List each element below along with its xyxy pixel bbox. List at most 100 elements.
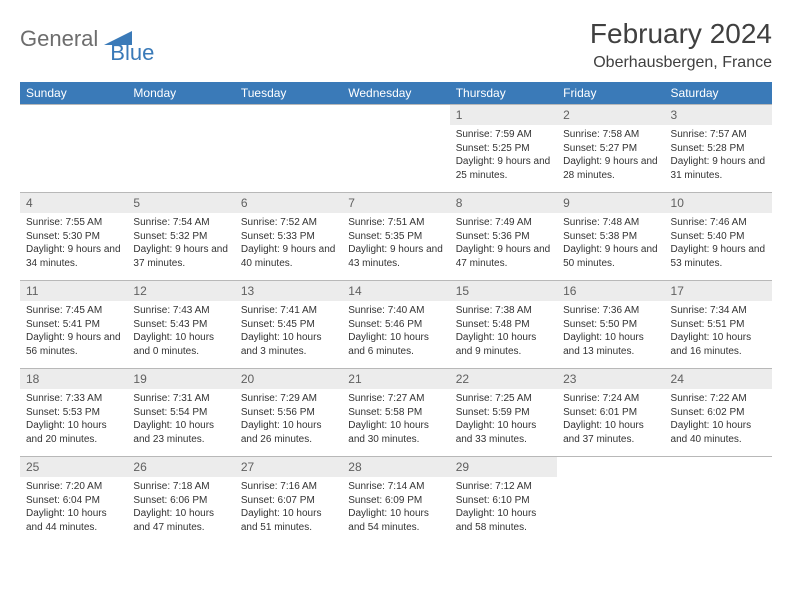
calendar-cell: 3Sunrise: 7:57 AMSunset: 5:28 PMDaylight…	[665, 105, 772, 193]
day-info: Sunrise: 7:22 AMSunset: 6:02 PMDaylight:…	[665, 389, 772, 449]
day-info: Sunrise: 7:49 AMSunset: 5:36 PMDaylight:…	[450, 213, 557, 273]
calendar-cell	[557, 457, 664, 545]
day-info: Sunrise: 7:36 AMSunset: 5:50 PMDaylight:…	[557, 301, 664, 361]
day-header: Monday	[127, 82, 234, 105]
calendar-cell	[342, 105, 449, 193]
day-info: Sunrise: 7:59 AMSunset: 5:25 PMDaylight:…	[450, 125, 557, 185]
day-number: 26	[127, 457, 234, 477]
day-info: Sunrise: 7:31 AMSunset: 5:54 PMDaylight:…	[127, 389, 234, 449]
calendar-cell: 26Sunrise: 7:18 AMSunset: 6:06 PMDayligh…	[127, 457, 234, 545]
day-info: Sunrise: 7:33 AMSunset: 5:53 PMDaylight:…	[20, 389, 127, 449]
day-info: Sunrise: 7:34 AMSunset: 5:51 PMDaylight:…	[665, 301, 772, 361]
day-number: 9	[557, 193, 664, 213]
day-number: 4	[20, 193, 127, 213]
calendar-cell: 21Sunrise: 7:27 AMSunset: 5:58 PMDayligh…	[342, 369, 449, 457]
day-info: Sunrise: 7:58 AMSunset: 5:27 PMDaylight:…	[557, 125, 664, 185]
day-info: Sunrise: 7:40 AMSunset: 5:46 PMDaylight:…	[342, 301, 449, 361]
day-info: Sunrise: 7:54 AMSunset: 5:32 PMDaylight:…	[127, 213, 234, 273]
calendar-table: SundayMondayTuesdayWednesdayThursdayFrid…	[20, 82, 772, 545]
day-number: 3	[665, 105, 772, 125]
day-number: 22	[450, 369, 557, 389]
day-number: 20	[235, 369, 342, 389]
calendar-cell: 10Sunrise: 7:46 AMSunset: 5:40 PMDayligh…	[665, 193, 772, 281]
day-number: 11	[20, 281, 127, 301]
day-number: 12	[127, 281, 234, 301]
calendar-week-row: 11Sunrise: 7:45 AMSunset: 5:41 PMDayligh…	[20, 281, 772, 369]
calendar-cell: 16Sunrise: 7:36 AMSunset: 5:50 PMDayligh…	[557, 281, 664, 369]
calendar-cell	[665, 457, 772, 545]
day-info: Sunrise: 7:20 AMSunset: 6:04 PMDaylight:…	[20, 477, 127, 537]
day-number: 7	[342, 193, 449, 213]
day-number: 5	[127, 193, 234, 213]
day-info: Sunrise: 7:18 AMSunset: 6:06 PMDaylight:…	[127, 477, 234, 537]
day-header: Saturday	[665, 82, 772, 105]
day-info: Sunrise: 7:43 AMSunset: 5:43 PMDaylight:…	[127, 301, 234, 361]
calendar-cell: 14Sunrise: 7:40 AMSunset: 5:46 PMDayligh…	[342, 281, 449, 369]
month-title: February 2024	[590, 18, 772, 50]
location: Oberhausbergen, France	[590, 54, 772, 72]
day-info: Sunrise: 7:57 AMSunset: 5:28 PMDaylight:…	[665, 125, 772, 185]
calendar-cell: 11Sunrise: 7:45 AMSunset: 5:41 PMDayligh…	[20, 281, 127, 369]
day-info: Sunrise: 7:46 AMSunset: 5:40 PMDaylight:…	[665, 213, 772, 273]
calendar-cell: 8Sunrise: 7:49 AMSunset: 5:36 PMDaylight…	[450, 193, 557, 281]
day-number: 29	[450, 457, 557, 477]
day-number: 19	[127, 369, 234, 389]
day-info: Sunrise: 7:38 AMSunset: 5:48 PMDaylight:…	[450, 301, 557, 361]
calendar-cell: 22Sunrise: 7:25 AMSunset: 5:59 PMDayligh…	[450, 369, 557, 457]
day-info: Sunrise: 7:27 AMSunset: 5:58 PMDaylight:…	[342, 389, 449, 449]
day-header: Friday	[557, 82, 664, 105]
day-number: 28	[342, 457, 449, 477]
day-info: Sunrise: 7:16 AMSunset: 6:07 PMDaylight:…	[235, 477, 342, 537]
day-header: Sunday	[20, 82, 127, 105]
calendar-cell: 13Sunrise: 7:41 AMSunset: 5:45 PMDayligh…	[235, 281, 342, 369]
day-info: Sunrise: 7:14 AMSunset: 6:09 PMDaylight:…	[342, 477, 449, 537]
calendar-cell: 27Sunrise: 7:16 AMSunset: 6:07 PMDayligh…	[235, 457, 342, 545]
day-number: 23	[557, 369, 664, 389]
day-number: 13	[235, 281, 342, 301]
day-info: Sunrise: 7:25 AMSunset: 5:59 PMDaylight:…	[450, 389, 557, 449]
calendar-cell: 25Sunrise: 7:20 AMSunset: 6:04 PMDayligh…	[20, 457, 127, 545]
logo: General Blue	[20, 18, 154, 52]
day-header: Thursday	[450, 82, 557, 105]
calendar-cell: 17Sunrise: 7:34 AMSunset: 5:51 PMDayligh…	[665, 281, 772, 369]
day-number: 17	[665, 281, 772, 301]
calendar-cell: 1Sunrise: 7:59 AMSunset: 5:25 PMDaylight…	[450, 105, 557, 193]
calendar-cell: 7Sunrise: 7:51 AMSunset: 5:35 PMDaylight…	[342, 193, 449, 281]
day-number: 16	[557, 281, 664, 301]
calendar-cell: 23Sunrise: 7:24 AMSunset: 6:01 PMDayligh…	[557, 369, 664, 457]
calendar-cell: 9Sunrise: 7:48 AMSunset: 5:38 PMDaylight…	[557, 193, 664, 281]
calendar-body: 1Sunrise: 7:59 AMSunset: 5:25 PMDaylight…	[20, 105, 772, 545]
day-info: Sunrise: 7:55 AMSunset: 5:30 PMDaylight:…	[20, 213, 127, 273]
day-info: Sunrise: 7:29 AMSunset: 5:56 PMDaylight:…	[235, 389, 342, 449]
calendar-cell: 29Sunrise: 7:12 AMSunset: 6:10 PMDayligh…	[450, 457, 557, 545]
day-number: 1	[450, 105, 557, 125]
calendar-head: SundayMondayTuesdayWednesdayThursdayFrid…	[20, 82, 772, 105]
day-number: 18	[20, 369, 127, 389]
day-number: 27	[235, 457, 342, 477]
day-info: Sunrise: 7:51 AMSunset: 5:35 PMDaylight:…	[342, 213, 449, 273]
calendar-cell: 20Sunrise: 7:29 AMSunset: 5:56 PMDayligh…	[235, 369, 342, 457]
day-number: 2	[557, 105, 664, 125]
day-number: 24	[665, 369, 772, 389]
calendar-cell	[127, 105, 234, 193]
day-number: 21	[342, 369, 449, 389]
day-info: Sunrise: 7:52 AMSunset: 5:33 PMDaylight:…	[235, 213, 342, 273]
calendar-cell: 5Sunrise: 7:54 AMSunset: 5:32 PMDaylight…	[127, 193, 234, 281]
calendar-cell: 4Sunrise: 7:55 AMSunset: 5:30 PMDaylight…	[20, 193, 127, 281]
day-number: 10	[665, 193, 772, 213]
calendar-cell: 24Sunrise: 7:22 AMSunset: 6:02 PMDayligh…	[665, 369, 772, 457]
calendar-cell: 18Sunrise: 7:33 AMSunset: 5:53 PMDayligh…	[20, 369, 127, 457]
logo-part2: Blue	[110, 40, 154, 66]
calendar-week-row: 25Sunrise: 7:20 AMSunset: 6:04 PMDayligh…	[20, 457, 772, 545]
calendar-cell: 15Sunrise: 7:38 AMSunset: 5:48 PMDayligh…	[450, 281, 557, 369]
calendar-cell: 6Sunrise: 7:52 AMSunset: 5:33 PMDaylight…	[235, 193, 342, 281]
calendar-cell	[20, 105, 127, 193]
day-info: Sunrise: 7:45 AMSunset: 5:41 PMDaylight:…	[20, 301, 127, 361]
day-number: 8	[450, 193, 557, 213]
day-number: 6	[235, 193, 342, 213]
logo-part1: General	[20, 26, 98, 52]
day-info: Sunrise: 7:48 AMSunset: 5:38 PMDaylight:…	[557, 213, 664, 273]
calendar-cell: 12Sunrise: 7:43 AMSunset: 5:43 PMDayligh…	[127, 281, 234, 369]
day-info: Sunrise: 7:41 AMSunset: 5:45 PMDaylight:…	[235, 301, 342, 361]
header: General Blue February 2024 Oberhausberge…	[20, 18, 772, 72]
